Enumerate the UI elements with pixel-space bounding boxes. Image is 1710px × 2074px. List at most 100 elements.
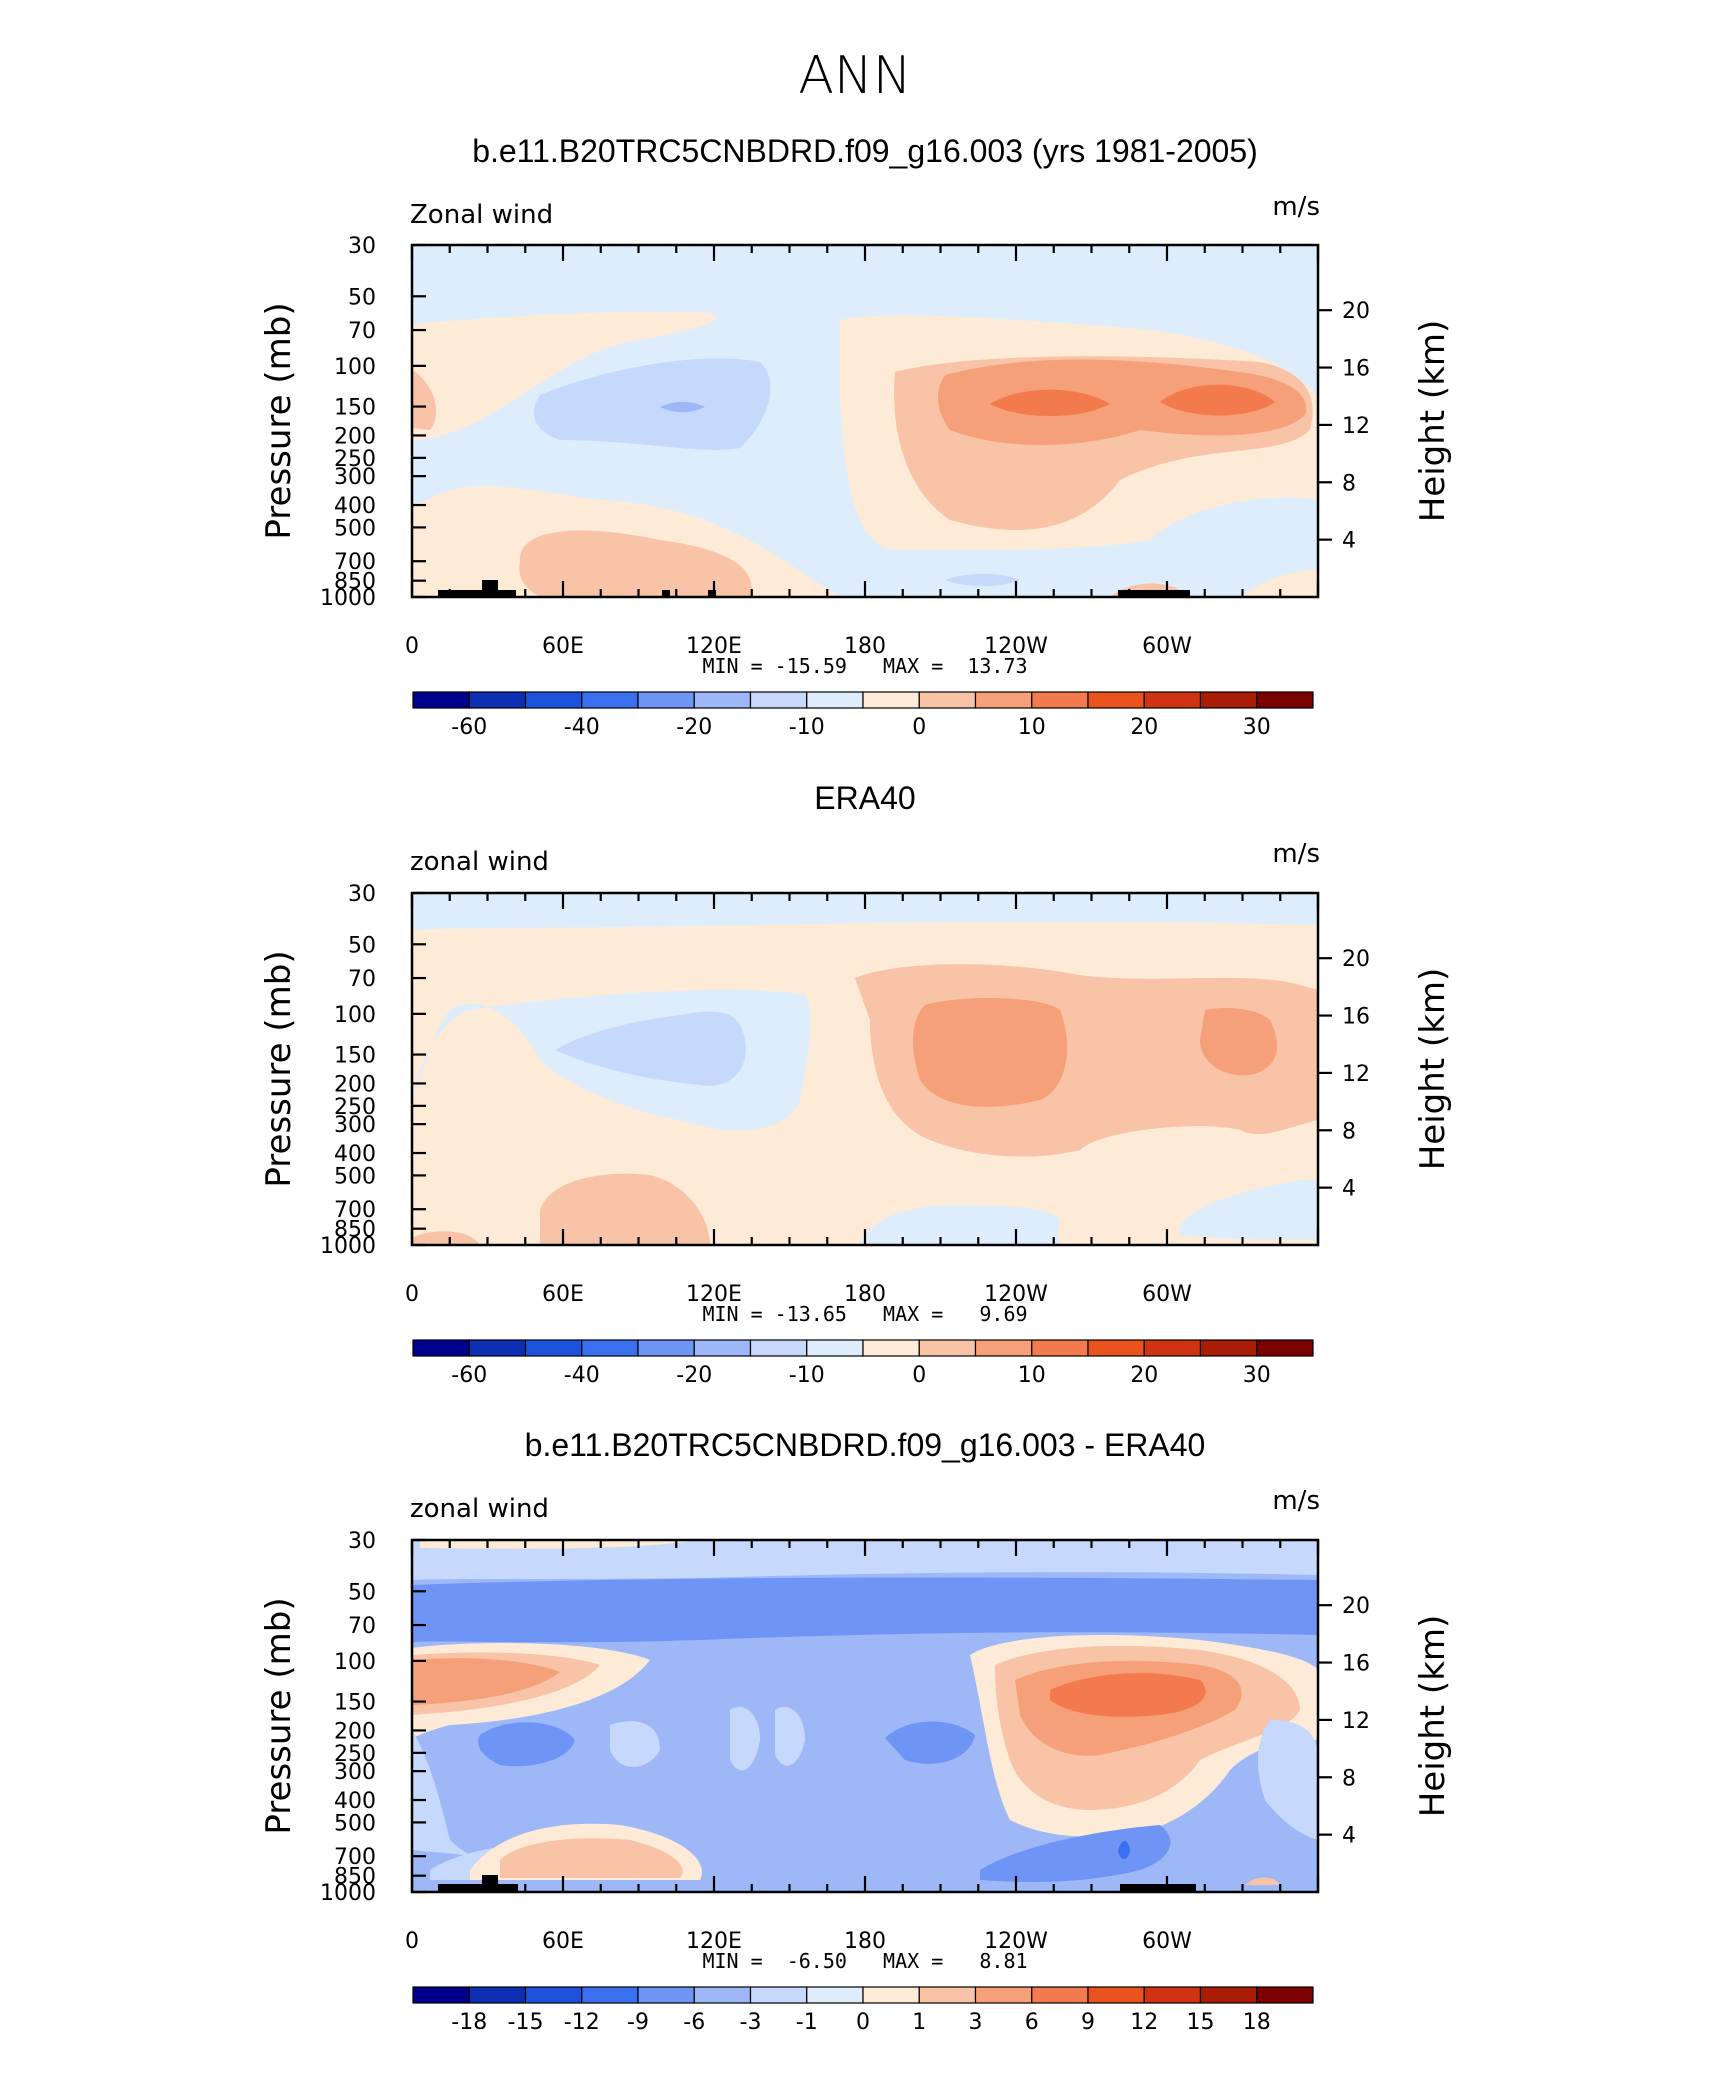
y-tick-label: 500 <box>334 1811 376 1836</box>
colorbar: -18 -15 -12 -9 -6 -3 -1 0 1 3 6 9 12 15 18 <box>412 1986 1314 2035</box>
x-tick-label: 120W <box>984 634 1048 659</box>
colorbar-swatch <box>693 691 752 709</box>
x-tick-label: 120W <box>984 1282 1048 1307</box>
y-tick-label: 400 <box>334 494 376 519</box>
y-tick-label: 30 <box>348 882 376 907</box>
colorbar-label: -3 <box>740 2010 762 2035</box>
colorbar-label: -10 <box>789 1363 825 1388</box>
y-tick-label: 700 <box>334 1198 376 1223</box>
colorbar-swatch <box>862 1986 920 2004</box>
y-right-tick-label: 12 <box>1342 414 1370 439</box>
colorbar-label: 0 <box>912 1363 926 1388</box>
colorbar-swatch <box>749 1986 808 2004</box>
colorbar-label: -20 <box>676 1363 712 1388</box>
y-tick-label: 150 <box>334 1691 376 1716</box>
x-axis: 0 60E 120E 180 120W 60W <box>405 1540 1320 1954</box>
colorbar-label: -1 <box>796 2010 818 2035</box>
colorbar-swatch <box>918 1986 977 2004</box>
colorbar-label: 20 <box>1130 715 1158 740</box>
panel-title: ERA40 <box>814 780 915 816</box>
colorbar-label: 9 <box>1081 2010 1095 2035</box>
y-tick-label: 850 <box>334 570 376 595</box>
contour-region <box>775 1706 805 1766</box>
y-tick-label: 50 <box>348 1580 376 1605</box>
contour-region <box>412 1540 1318 1580</box>
colorbar-swatch <box>581 1986 639 2004</box>
x-tick-label: 60W <box>1142 1282 1192 1307</box>
y-right-tick-label: 8 <box>1342 1119 1356 1144</box>
topography <box>438 1875 1196 1892</box>
colorbar-label: 12 <box>1130 2010 1158 2035</box>
colorbar-label: -60 <box>451 1363 487 1388</box>
colorbar-swatch <box>1256 1339 1314 1357</box>
colorbar-swatch <box>974 691 1033 709</box>
contour-region <box>555 1011 746 1086</box>
contour-region <box>945 574 1020 586</box>
topography <box>438 580 1190 597</box>
contour-field <box>412 893 1318 1245</box>
colorbar-label: -60 <box>451 715 487 740</box>
colorbar-label: -20 <box>676 715 712 740</box>
x-tick-label: 60W <box>1142 634 1192 659</box>
colorbar-swatch <box>1031 691 1089 709</box>
colorbar-label: -10 <box>789 715 825 740</box>
y-right-tick-label: 8 <box>1342 1766 1356 1791</box>
contour-region <box>534 358 771 450</box>
y-axis-label: Pressure (mb) <box>259 1597 299 1834</box>
field-label: Zonal wind <box>410 200 553 230</box>
main-title: ANN <box>798 46 911 106</box>
x-tick-label: 120E <box>686 1282 742 1307</box>
colorbar-swatch <box>468 1986 527 2004</box>
y-right-tick-label: 4 <box>1342 1824 1356 1849</box>
y-right-tick-label: 8 <box>1342 471 1356 496</box>
y-tick-label: 100 <box>334 1003 376 1028</box>
colorbar-swatch <box>1256 691 1314 709</box>
y-tick-label: 250 <box>334 1742 376 1767</box>
contour-region <box>412 1658 560 1705</box>
panel-model: b.e11.B20TRC5CNBDRD.f09_g16.003 (yrs 198… <box>259 133 1453 740</box>
contour-field <box>412 245 1318 597</box>
y-tick-label: 300 <box>334 465 376 490</box>
colorbar-swatch <box>806 1339 864 1357</box>
x-tick-label: 180 <box>844 1929 886 1954</box>
y-axis-right: 20 16 12 8 4 <box>1318 1594 1370 1849</box>
colorbar-swatch <box>1143 691 1202 709</box>
min-max-stats: MIN = -15.59 MAX = 13.73 <box>702 654 1027 678</box>
colorbar-label: -9 <box>627 2010 649 2035</box>
x-tick-label: 120E <box>686 1929 742 1954</box>
colorbar-swatch <box>637 1339 695 1357</box>
y-tick-label: 200 <box>334 1719 376 1744</box>
contour-region <box>412 370 437 430</box>
colorbar: -60 -40 -20 -10 0 10 20 30 <box>412 1339 1314 1388</box>
y-tick-label: 500 <box>334 1164 376 1189</box>
contour-region <box>1160 384 1275 416</box>
contour-region <box>660 401 705 413</box>
colorbar-swatch <box>806 691 864 709</box>
colorbar-swatch <box>1143 1986 1202 2004</box>
contour-region <box>913 998 1068 1107</box>
contour-region <box>412 1730 520 1864</box>
min-max-stats: MIN = -13.65 MAX = 9.69 <box>702 1302 1027 1326</box>
colorbar-label: 10 <box>1018 1363 1046 1388</box>
y-right-tick-label: 20 <box>1342 299 1370 324</box>
x-axis: 0 60E 120E 180 120W 60W <box>405 245 1320 659</box>
y-tick-label: 70 <box>348 1614 376 1639</box>
contour-region <box>519 530 752 597</box>
colorbar-swatch <box>1199 1986 1258 2004</box>
colorbar-swatch <box>918 1339 977 1357</box>
y-tick-label: 400 <box>334 1789 376 1814</box>
x-tick-label: 60W <box>1142 1929 1192 1954</box>
y-axis-label: Pressure (mb) <box>259 950 299 1187</box>
contour-region <box>1200 1008 1278 1076</box>
colorbar-swatch <box>1087 1339 1145 1357</box>
y-tick-label: 100 <box>334 1650 376 1675</box>
colorbar-swatch <box>1087 1986 1145 2004</box>
colorbar-label: 10 <box>1018 715 1046 740</box>
x-tick-label: 180 <box>844 1282 886 1307</box>
colorbar-swatch <box>862 1339 920 1357</box>
y-tick-label: 150 <box>334 1044 376 1069</box>
colorbar-label: -18 <box>451 2010 487 2035</box>
y-right-tick-label: 4 <box>1342 529 1356 554</box>
